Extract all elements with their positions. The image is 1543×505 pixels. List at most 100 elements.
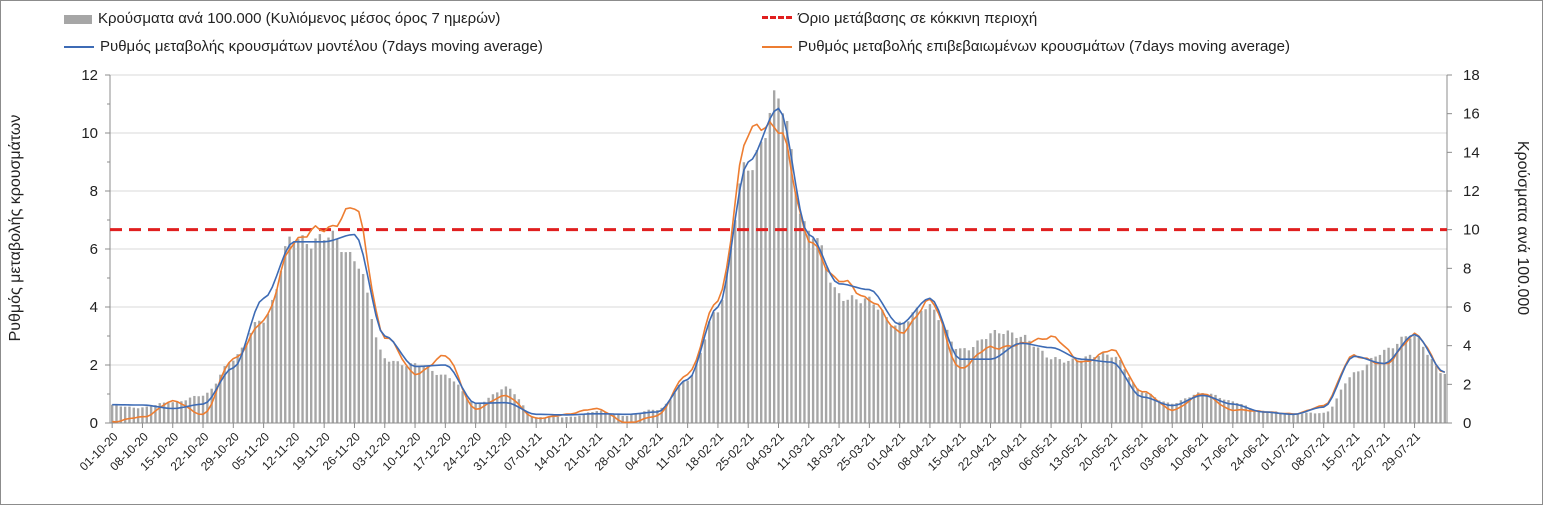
bar	[145, 406, 148, 423]
bar	[599, 410, 603, 423]
bar	[374, 337, 378, 423]
bar	[154, 405, 157, 423]
legend-model-swatch	[64, 46, 94, 49]
bar	[1352, 372, 1356, 423]
bar	[850, 295, 854, 423]
bar	[794, 191, 797, 423]
bar	[669, 399, 672, 423]
bar	[1413, 335, 1416, 423]
bar	[920, 310, 923, 423]
bar	[708, 321, 711, 423]
bar	[699, 352, 702, 423]
bar	[798, 213, 802, 423]
bar	[1175, 402, 1178, 423]
bar	[340, 252, 343, 423]
bar	[1153, 397, 1157, 423]
bar	[1274, 411, 1278, 423]
bar	[474, 402, 477, 423]
y-right-tick-label: 16	[1463, 106, 1480, 123]
y-left-tick-label: 0	[90, 415, 98, 432]
legend-model-label: Ρυθμός μεταβολής κρουσμάτων μοντέλου (7d…	[100, 38, 543, 55]
bar	[863, 298, 867, 423]
bar	[448, 378, 451, 423]
bar	[1080, 360, 1083, 423]
bar	[483, 401, 486, 423]
bar	[716, 312, 720, 423]
bar	[980, 339, 984, 423]
bar	[1422, 346, 1425, 423]
bar	[1318, 413, 1321, 423]
bar	[513, 394, 516, 423]
bar	[1348, 377, 1351, 423]
bar	[1058, 359, 1061, 423]
bar	[829, 282, 832, 423]
bar	[569, 416, 573, 423]
bar	[1132, 382, 1135, 423]
bar	[1214, 394, 1217, 423]
bar	[1184, 398, 1187, 423]
bar	[1434, 365, 1438, 423]
bar	[262, 322, 265, 423]
bar	[1032, 346, 1035, 423]
bar	[465, 398, 469, 423]
axes	[105, 74, 1452, 428]
bar	[461, 391, 464, 423]
bar	[595, 411, 598, 423]
bar	[1305, 412, 1308, 423]
bar	[734, 220, 737, 423]
bar	[1335, 398, 1338, 423]
y-right-tick-label: 10	[1463, 222, 1480, 239]
bar	[188, 397, 192, 423]
bar	[1322, 412, 1325, 423]
bar	[1166, 402, 1170, 423]
bar	[396, 361, 399, 423]
bar	[989, 333, 992, 423]
bar	[478, 403, 482, 423]
bar	[405, 366, 408, 423]
bar	[1067, 360, 1070, 423]
bar	[608, 413, 611, 423]
bar	[807, 230, 810, 423]
bar	[500, 389, 503, 423]
bar	[682, 381, 685, 423]
y-right-tick-label: 2	[1463, 376, 1471, 393]
bar	[344, 252, 348, 423]
bar	[638, 413, 642, 423]
bar	[1062, 362, 1066, 423]
bar	[232, 360, 235, 423]
bar	[426, 366, 430, 423]
bar	[976, 340, 979, 423]
bar	[379, 349, 382, 423]
bar	[1430, 358, 1434, 423]
bar	[578, 415, 581, 423]
bar	[1387, 347, 1390, 423]
legend-bars: Κρούσματα ανά 100.000 (Κυλιόμενος μέσος …	[64, 10, 500, 27]
legend-confirmed-swatch	[762, 46, 792, 49]
y-left-tick-label: 8	[90, 183, 98, 200]
bar	[959, 348, 962, 423]
bar	[439, 374, 443, 423]
bar	[1361, 370, 1364, 423]
bar	[820, 245, 823, 423]
bar	[457, 384, 460, 423]
bar	[673, 392, 676, 423]
bar	[738, 183, 741, 423]
bar	[1123, 369, 1126, 423]
bar	[833, 287, 836, 423]
bar	[266, 313, 270, 423]
bar	[1287, 413, 1291, 423]
bar	[1158, 400, 1161, 423]
bar	[1045, 357, 1048, 423]
y-right-tick-label: 8	[1463, 260, 1471, 277]
bar	[383, 358, 386, 423]
bar	[1261, 410, 1265, 423]
bar	[210, 388, 213, 423]
bar	[418, 365, 421, 423]
bar	[643, 411, 646, 423]
bar	[197, 396, 200, 423]
bar	[422, 365, 425, 423]
bar	[530, 416, 534, 423]
bar	[625, 415, 629, 423]
bar	[573, 416, 577, 423]
bar	[1326, 411, 1330, 423]
